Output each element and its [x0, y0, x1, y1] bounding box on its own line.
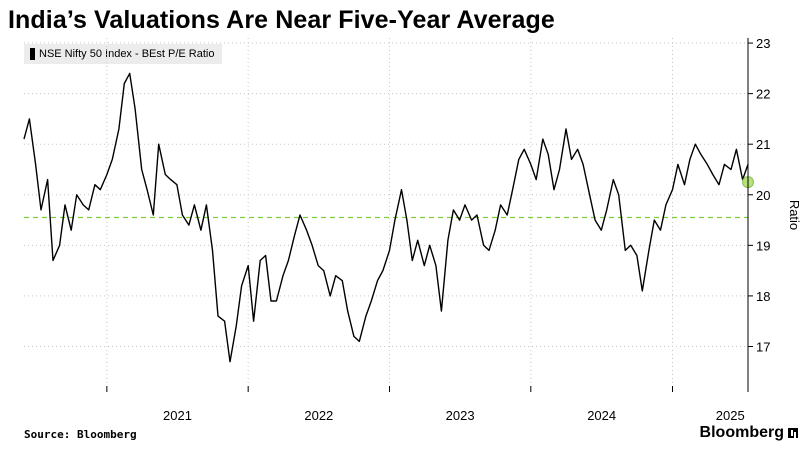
y-tick-label: 18: [756, 289, 770, 304]
gridlines: [24, 38, 748, 392]
bloomberg-icon: [788, 428, 798, 438]
y-ticks: 17 18 19 20 21 22 23: [748, 36, 770, 354]
series-line: [23, 72, 749, 363]
y-tick-label: 19: [756, 238, 770, 253]
legend: NSE Nifty 50 Index - BEst P/E Ratio: [24, 44, 223, 64]
chart-title: India’s Valuations Are Near Five-Year Av…: [8, 6, 555, 34]
y-tick-label: 21: [756, 137, 770, 152]
y-tick-label: 17: [756, 339, 770, 354]
x-tick-label: 2022: [304, 408, 333, 423]
x-tick-label: 2025: [716, 408, 745, 423]
y-axis-label: Ratio: [787, 200, 802, 230]
legend-swatch: [30, 48, 35, 60]
x-tick-label: 2023: [446, 408, 475, 423]
source-note: Source: Bloomberg: [24, 428, 137, 441]
brand-name: Bloomberg: [699, 424, 784, 441]
y-tick-label: 22: [756, 87, 770, 102]
x-tick-label: 2021: [163, 408, 192, 423]
x-tick-label: 2024: [587, 408, 616, 423]
bloomberg-logo: Bloomberg: [700, 424, 798, 442]
y-tick-label: 23: [756, 36, 770, 51]
y-tick-label: 20: [756, 188, 770, 203]
legend-label: NSE Nifty 50 Index - BEst P/E Ratio: [39, 48, 215, 60]
x-ticks: 2021 2022 2023 2024 2025: [106, 386, 745, 423]
